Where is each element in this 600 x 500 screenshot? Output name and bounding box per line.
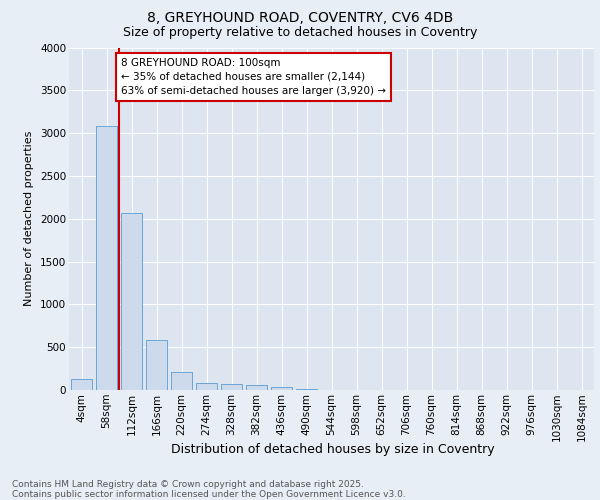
Text: 8, GREYHOUND ROAD, COVENTRY, CV6 4DB: 8, GREYHOUND ROAD, COVENTRY, CV6 4DB: [147, 11, 453, 25]
Y-axis label: Number of detached properties: Number of detached properties: [25, 131, 34, 306]
Bar: [146, 340, 167, 390]
Bar: [196, 383, 217, 390]
Text: Distribution of detached houses by size in Coventry: Distribution of detached houses by size …: [171, 442, 495, 456]
Bar: [221, 384, 242, 390]
Bar: [296, 389, 317, 390]
Bar: [171, 372, 192, 390]
Text: Size of property relative to detached houses in Coventry: Size of property relative to detached ho…: [123, 26, 477, 39]
Bar: [246, 386, 267, 390]
Bar: [71, 379, 92, 390]
Text: 8 GREYHOUND ROAD: 100sqm
← 35% of detached houses are smaller (2,144)
63% of sem: 8 GREYHOUND ROAD: 100sqm ← 35% of detach…: [121, 58, 386, 96]
Bar: [271, 386, 292, 390]
Bar: [96, 126, 117, 390]
Text: Contains HM Land Registry data © Crown copyright and database right 2025.
Contai: Contains HM Land Registry data © Crown c…: [12, 480, 406, 499]
Bar: [121, 213, 142, 390]
